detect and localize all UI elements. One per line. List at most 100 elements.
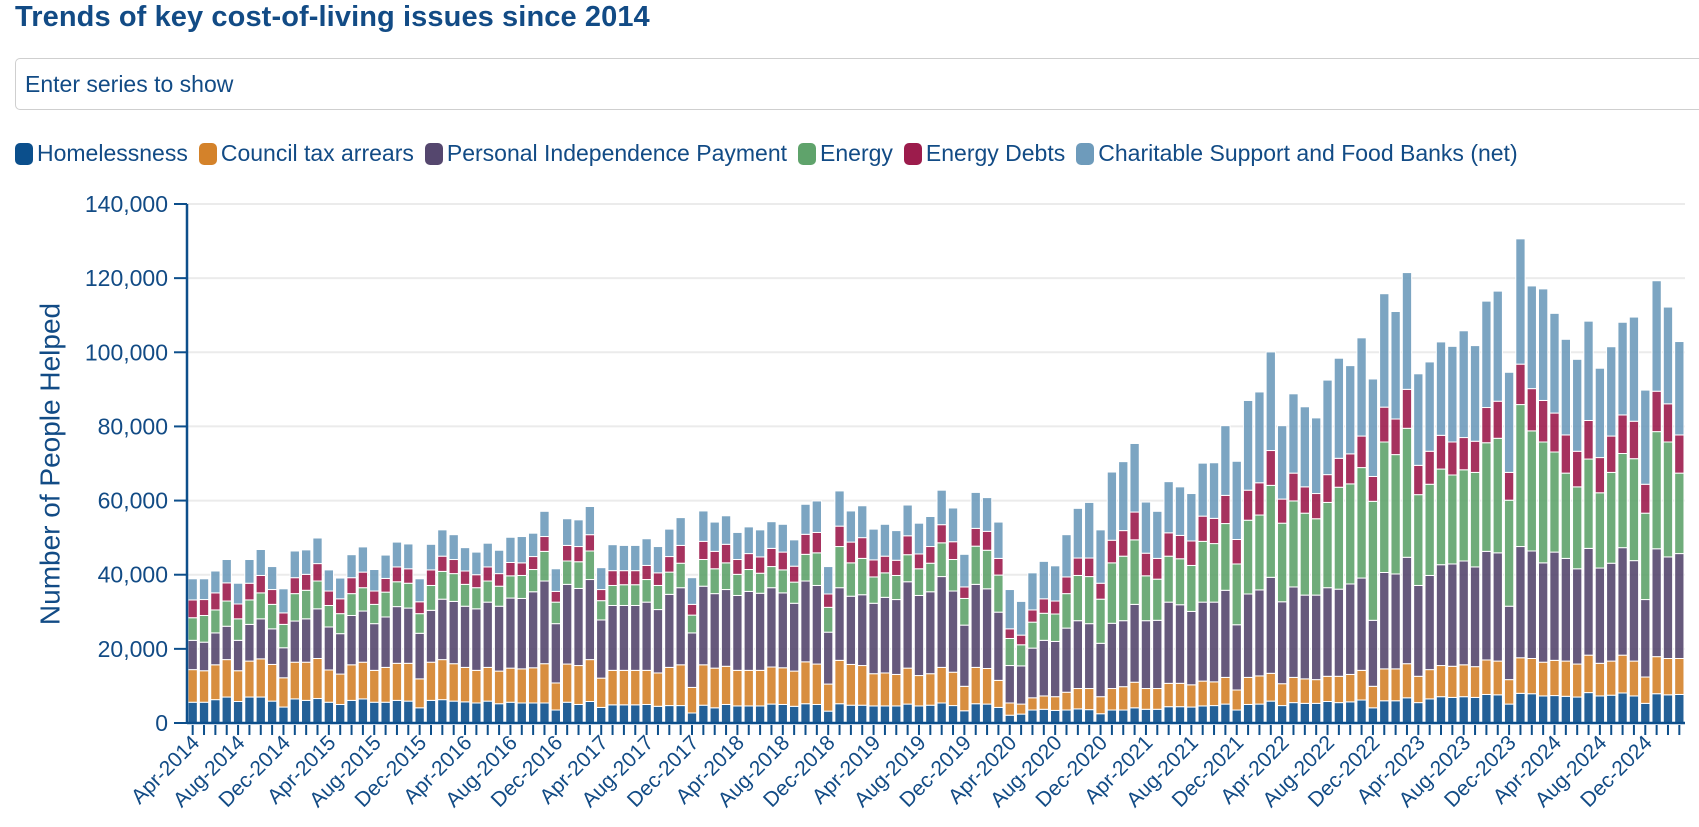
bar-segment-personal-independence-payment[interactable]: Mar-2023 — Personal Independence Payment… (1401, 556, 1413, 665)
bar-segment-energy[interactable]: Sep-2016 — Energy: 6,200 (516, 574, 527, 599)
bar-segment-charitable-support-and-food-banks-net[interactable]: Feb-2018 — Charitable Support and Food B… (709, 521, 720, 552)
bar-segment-personal-independence-payment[interactable]: Apr-2021 — Personal Independence Payment… (1140, 620, 1152, 690)
bar-segment-energy[interactable]: Jan-2025 — Energy: 31,600 (1651, 431, 1662, 550)
bar-segment-homelessness[interactable]: Mar-2024 — Homelessness: 7,300 (1537, 695, 1549, 724)
bar-segment-council-tax-arrears[interactable]: Mar-2019 — Council tax arrears: 10,700 (857, 665, 868, 706)
bar-segment-energy-debts[interactable]: Sep-2016 — Energy Debts: 3,400 (516, 562, 527, 576)
bar-segment-council-tax-arrears[interactable]: Mar-2015 — Council tax arrears: 10,800 (312, 658, 323, 700)
bar-segment-energy[interactable]: May-2016 — Energy: 5,700 (471, 587, 482, 610)
bar-segment-energy-debts[interactable]: Mar-2018 — Energy Debts: 5,000 (720, 543, 732, 564)
bar-segment-energy[interactable]: Feb-2020 — Energy: 10,400 (981, 549, 993, 590)
bar-segment-energy-debts[interactable]: Apr-2018 — Energy Debts: 4,000 (732, 559, 743, 575)
bar-segment-energy-debts[interactable]: Jun-2022 — Energy Debts: 7,100 (1299, 486, 1310, 514)
bar-segment-charitable-support-and-food-banks-net[interactable]: Apr-2022 — Charitable Support and Food B… (1276, 425, 1288, 500)
bar-segment-energy-debts[interactable]: Sep-2021 — Energy Debts: 6,800 (1197, 515, 1208, 542)
bar-segment-council-tax-arrears[interactable]: Feb-2022 — Council tax arrears: 7,600 (1254, 675, 1265, 705)
bar-segment-energy-debts[interactable]: Jun-2023 — Energy Debts: 9,100 (1435, 434, 1447, 470)
bar-segment-homelessness[interactable]: Jun-2018 — Homelessness: 4,600 (754, 705, 766, 724)
bar-segment-charitable-support-and-food-banks-net[interactable]: Oct-2015 — Charitable Support and Food B… (391, 541, 403, 568)
bar-segment-charitable-support-and-food-banks-net[interactable]: Jan-2020 — Charitable Support and Food B… (970, 491, 981, 529)
bar-segment-personal-independence-payment[interactable]: May-2018 — Personal Independence Payment… (743, 590, 754, 671)
bar-segment-charitable-support-and-food-banks-net[interactable]: May-2023 — Charitable Support and Food B… (1424, 361, 1435, 452)
bar-segment-homelessness[interactable]: May-2018 — Homelessness: 4,600 (743, 705, 754, 724)
bar-segment-homelessness[interactable]: Jan-2022 — Homelessness: 5,000 (1242, 703, 1254, 724)
bar-segment-council-tax-arrears[interactable]: Feb-2020 — Council tax arrears: 9,600 (981, 668, 993, 705)
bar-segment-personal-independence-payment[interactable]: Apr-2016 — Personal Independence Payment… (459, 605, 471, 668)
bar-segment-personal-independence-payment[interactable]: Oct-2017 — Personal Independence Payment… (664, 593, 675, 668)
bar-segment-energy[interactable]: Aug-2016 — Energy: 6,000 (505, 575, 516, 599)
bar-segment-homelessness[interactable]: Aug-2022 — Homelessness: 5,800 (1322, 701, 1333, 724)
bar-segment-charitable-support-and-food-banks-net[interactable]: Aug-2024 — Charitable Support and Food B… (1594, 367, 1606, 459)
bar-segment-energy[interactable]: Nov-2024 — Energy: 27,500 (1628, 458, 1640, 562)
bar-segment-charitable-support-and-food-banks-net[interactable]: Nov-2016 — Charitable Support and Food B… (539, 510, 550, 538)
bar-segment-personal-independence-payment[interactable]: Feb-2017 — Personal Independence Payment… (573, 587, 584, 667)
bar-segment-charitable-support-and-food-banks-net[interactable]: Apr-2019 — Charitable Support and Food B… (868, 528, 879, 561)
bar-segment-personal-independence-payment[interactable]: Apr-2018 — Personal Independence Payment… (732, 594, 743, 671)
bar-segment-charitable-support-and-food-banks-net[interactable]: Jan-2022 — Charitable Support and Food B… (1242, 399, 1254, 491)
bar-segment-charitable-support-and-food-banks-net[interactable]: Jun-2021 — Charitable Support and Food B… (1163, 481, 1174, 534)
bar-segment-energy[interactable]: Jul-2021 — Energy: 12,400 (1174, 558, 1186, 606)
bar-segment-energy[interactable]: Jul-2020 — Energy: 7,300 (1038, 612, 1049, 641)
bar-segment-charitable-support-and-food-banks-net[interactable]: Sep-2016 — Charitable Support and Food B… (516, 536, 527, 564)
bar-segment-charitable-support-and-food-banks-net[interactable]: Oct-2018 — Charitable Support and Food B… (800, 503, 811, 535)
bar-segment-energy[interactable]: Dec-2024 — Energy: 23,300 (1640, 512, 1651, 601)
bar-segment-energy-debts[interactable]: May-2014 — Energy Debts: 4,300 (198, 599, 210, 616)
bar-segment-energy[interactable]: Apr-2023 — Energy: 24,500 (1413, 494, 1424, 586)
bar-segment-charitable-support-and-food-banks-net[interactable]: Jun-2020 — Charitable Support and Food B… (1027, 572, 1038, 611)
bar-segment-personal-independence-payment[interactable]: Nov-2022 — Personal Independence Payment… (1356, 577, 1367, 671)
bar-segment-council-tax-arrears[interactable]: Jan-2016 — Council tax arrears: 10,300 (425, 661, 437, 701)
legend-item-charitable-support[interactable]: Charitable Support and Food Banks (net) (1076, 140, 1518, 167)
bar-segment-council-tax-arrears[interactable]: May-2018 — Council tax arrears: 9,600 (743, 669, 754, 707)
bar-segment-personal-independence-payment[interactable]: Feb-2018 — Personal Independence Payment… (709, 593, 720, 669)
bar-segment-energy-debts[interactable]: Nov-2016 — Energy Debts: 4,000 (539, 536, 550, 552)
bar-segment-charitable-support-and-food-banks-net[interactable]: Nov-2014 — Charitable Support and Food B… (266, 566, 278, 591)
bar-segment-charitable-support-and-food-banks-net[interactable]: Aug-2021 — Charitable Support and Food B… (1186, 493, 1197, 542)
bar-segment-homelessness[interactable]: Oct-2024 — Homelessness: 8,100 (1617, 692, 1628, 724)
bar-segment-energy-debts[interactable]: Aug-2014 — Energy Debts: 4,000 (232, 603, 244, 620)
bar-segment-council-tax-arrears[interactable]: Oct-2022 — Council tax arrears: 7,400 (1345, 673, 1356, 703)
bar-segment-council-tax-arrears[interactable]: Jul-2015 — Council tax arrears: 9,900 (357, 661, 369, 700)
bar-segment-council-tax-arrears[interactable]: Aug-2015 — Council tax arrears: 8,600 (369, 669, 380, 703)
bar-segment-personal-independence-payment[interactable]: Nov-2017 — Personal Independence Payment… (675, 587, 686, 666)
bar-segment-council-tax-arrears[interactable]: Dec-2017 — Council tax arrears: 6,900 (686, 686, 698, 714)
bar-segment-council-tax-arrears[interactable]: May-2020 — Council tax arrears: 2,700 (1015, 703, 1027, 715)
bar-segment-homelessness[interactable]: Apr-2019 — Homelessness: 4,600 (868, 705, 879, 724)
bar-segment-energy[interactable]: Jun-2023 — Energy: 25,800 (1435, 468, 1447, 566)
bar-segment-council-tax-arrears[interactable]: Mar-2025 — Council tax arrears: 9,700 (1674, 658, 1685, 695)
bar-segment-energy-debts[interactable]: Mar-2015 — Energy Debts: 4,700 (312, 563, 323, 582)
bar-segment-energy-debts[interactable]: Mar-2019 — Energy Debts: 5,600 (857, 537, 868, 559)
bar-segment-energy-debts[interactable]: Dec-2016 — Energy Debts: 2,900 (550, 590, 561, 603)
bar-segment-energy-debts[interactable]: Jul-2020 — Energy Debts: 3,900 (1038, 598, 1049, 614)
bar-segment-energy-debts[interactable]: Nov-2021 — Energy Debts: 7,600 (1220, 494, 1231, 525)
bar-segment-personal-independence-payment[interactable]: Feb-2025 — Personal Independence Payment… (1662, 556, 1674, 659)
bar-segment-personal-independence-payment[interactable]: Jul-2015 — Personal Independence Payment… (357, 610, 369, 663)
bar-segment-energy[interactable]: May-2024 — Energy: 23,000 (1560, 472, 1571, 559)
bar-segment-personal-independence-payment[interactable]: Feb-2016 — Personal Independence Payment… (437, 598, 448, 661)
bar-segment-energy[interactable]: Apr-2022 — Energy: 21,200 (1276, 522, 1288, 603)
bar-segment-charitable-support-and-food-banks-net[interactable]: Aug-2023 — Charitable Support and Food B… (1458, 330, 1469, 439)
bar-segment-personal-independence-payment[interactable]: May-2019 — Personal Independence Payment… (879, 596, 891, 674)
bar-segment-energy[interactable]: Oct-2024 — Energy: 25,400 (1617, 452, 1628, 549)
bar-segment-energy-debts[interactable]: Mar-2017 — Energy Debts: 4,400 (584, 534, 596, 552)
bar-segment-charitable-support-and-food-banks-net[interactable]: Dec-2019 — Charitable Support and Food B… (959, 553, 970, 588)
bar-segment-personal-independence-payment[interactable]: Apr-2023 — Personal Independence Payment… (1413, 584, 1424, 677)
bar-segment-council-tax-arrears[interactable]: Feb-2016 — Council tax arrears: 10,800 (437, 659, 448, 701)
bar-segment-homelessness[interactable]: Feb-2021 — Homelessness: 3,500 (1118, 709, 1129, 724)
bar-segment-council-tax-arrears[interactable]: Sep-2018 — Council tax arrears: 9,500 (788, 670, 800, 707)
bar-segment-charitable-support-and-food-banks-net[interactable]: Jun-2017 — Charitable Support and Food B… (618, 544, 630, 572)
bar-segment-homelessness[interactable]: Sep-2019 — Homelessness: 4,800 (925, 704, 936, 724)
bar-segment-council-tax-arrears[interactable]: Jun-2017 — Council tax arrears: 9,300 (618, 669, 630, 706)
bar-segment-personal-independence-payment[interactable]: Dec-2014 — Personal Independence Payment… (278, 647, 289, 679)
bar-segment-council-tax-arrears[interactable]: Nov-2023 — Council tax arrears: 9,100 (1492, 660, 1503, 696)
bar-segment-energy-debts[interactable]: Oct-2024 — Energy Debts: 10,400 (1617, 414, 1628, 454)
bar-segment-personal-independence-payment[interactable]: Apr-2022 — Personal Independence Payment… (1276, 601, 1288, 685)
bar-segment-council-tax-arrears[interactable]: Aug-2020 — Council tax arrears: 3,700 (1050, 696, 1061, 711)
bar-segment-personal-independence-payment[interactable]: Feb-2023 — Personal Independence Payment… (1390, 573, 1401, 670)
bar-segment-personal-independence-payment[interactable]: Sep-2020 — Personal Independence Payment… (1061, 627, 1072, 693)
bar-segment-homelessness[interactable]: Aug-2024 — Homelessness: 7,300 (1594, 695, 1606, 724)
bar-segment-charitable-support-and-food-banks-net[interactable]: Nov-2024 — Charitable Support and Food B… (1628, 316, 1640, 422)
bar-segment-council-tax-arrears[interactable]: May-2015 — Council tax arrears: 8,200 (335, 673, 346, 705)
bar-segment-personal-independence-payment[interactable]: Nov-2024 — Personal Independence Payment… (1628, 560, 1640, 662)
bar-segment-energy-debts[interactable]: Apr-2015 — Energy Debts: 3,900 (323, 590, 335, 606)
bar-segment-energy-debts[interactable]: Jul-2023 — Energy Debts: 8,900 (1447, 441, 1458, 476)
